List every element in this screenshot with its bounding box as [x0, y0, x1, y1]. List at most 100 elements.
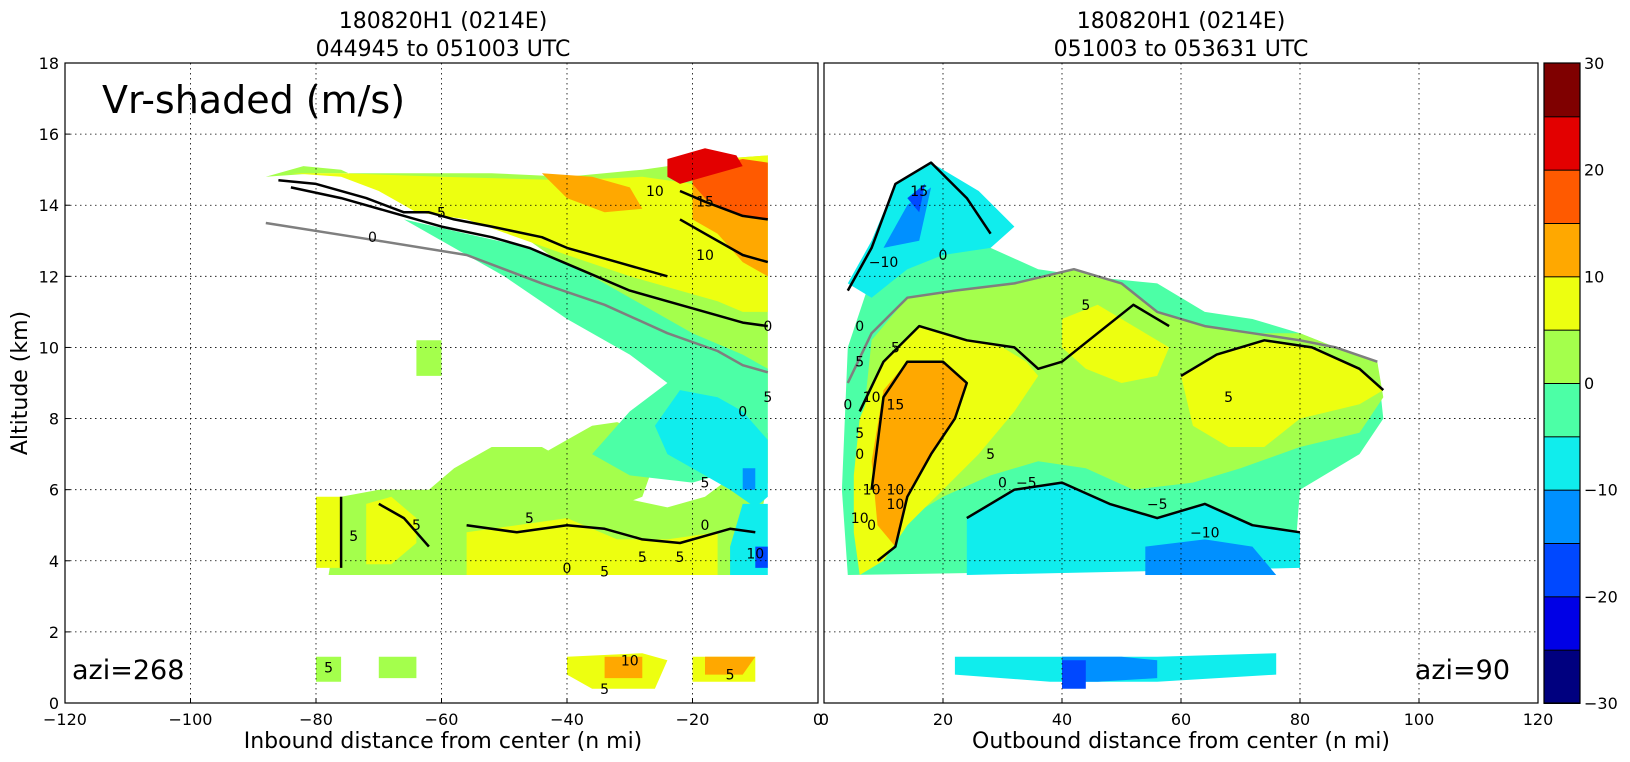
inbound-contours [265, 179, 769, 568]
contour-label: 10 [621, 653, 639, 669]
colorbar-frame [1543, 62, 1581, 704]
contour-line [679, 218, 769, 264]
contour-label: 0 [855, 319, 864, 335]
contour-label: 10 [696, 248, 714, 264]
contour-label: 0 [368, 230, 377, 246]
colorbar-tick-label: 30 [1584, 54, 1604, 73]
contour-label: 5 [701, 476, 710, 492]
velocity-region [907, 183, 926, 213]
x-tick-label: −80 [299, 710, 333, 729]
velocity-region [1062, 304, 1170, 383]
outbound-contours [846, 161, 1385, 562]
contour-label: 15 [696, 195, 714, 211]
colorbar-swatch [1543, 382, 1581, 438]
contour-label: 5 [1081, 298, 1090, 314]
colorbar-tick-label: −30 [1584, 694, 1618, 713]
contour-label: 15 [910, 184, 928, 200]
contour-label: 10 [863, 483, 881, 499]
contour-line [870, 360, 969, 562]
colorbar-tick-label: 10 [1584, 267, 1604, 286]
velocity-region [316, 656, 342, 682]
contour-label: 5 [437, 205, 446, 221]
colorbar-tick-label: 20 [1584, 161, 1604, 180]
y-tick-label: 12 [39, 267, 59, 286]
y-tick-label: 6 [49, 481, 59, 500]
colorbar-swatches [1543, 62, 1581, 704]
contour-label: 0 [738, 404, 747, 420]
contour-line [966, 481, 1301, 534]
inbound-x-axis-label: Inbound distance from center (n mi) [244, 729, 643, 754]
y-tick-label: 14 [39, 196, 59, 215]
colorbar: 30 20 10 0 −10 −20 −30 [1543, 54, 1618, 713]
colorbar-tick-label: −20 [1584, 587, 1618, 606]
contour-label: −10 [869, 255, 899, 271]
outbound-title: 180820H1 (0214E) [1077, 9, 1286, 34]
contour-label: 10 [886, 497, 904, 513]
velocity-region [705, 656, 756, 675]
colorbar-swatch [1543, 435, 1581, 491]
inbound-x-ticks: −120 −100 −80 −60 −40 −20 0 [43, 698, 823, 729]
outbound-x-ticks: 0 20 40 60 80 100 120 [819, 698, 1553, 729]
colorbar-swatch [1543, 595, 1581, 651]
y-tick-label: 4 [49, 552, 59, 571]
colorbar-swatch [1543, 115, 1581, 171]
colorbar-swatch [1543, 489, 1581, 545]
colorbar-swatch [1543, 542, 1581, 598]
velocity-region [692, 183, 768, 277]
inbound-azimuth-label: azi=268 [72, 655, 184, 686]
contour-label: 0 [855, 447, 864, 463]
colorbar-swatch [1543, 169, 1581, 224]
x-tick-label: −100 [169, 710, 213, 729]
velocity-region [667, 148, 743, 184]
inbound-y-axis-label: Altitude (km) [8, 311, 33, 455]
x-tick-label: −20 [676, 710, 710, 729]
outbound-subtitle: 051003 to 053631 UTC [1054, 37, 1309, 62]
velocity-region [1145, 539, 1277, 575]
contour-label: 10 [646, 184, 664, 200]
x-tick-label: 20 [933, 710, 953, 729]
velocity-region [755, 546, 768, 568]
vr-shaded-annotation: Vr-shaded (m/s) [102, 78, 405, 122]
contour-label: −10 [1190, 525, 1220, 541]
contour-line [1180, 339, 1385, 392]
inbound-subtitle: 044945 to 051003 UTC [316, 37, 571, 62]
colorbar-swatch [1543, 222, 1581, 278]
outbound-panel: 180820H1 (0214E) 051003 to 053631 UTC 15… [819, 9, 1553, 754]
contour-label: 5 [600, 564, 609, 580]
contour-label: 5 [763, 390, 772, 406]
colorbar-swatch [1543, 329, 1581, 385]
velocity-region [541, 173, 643, 213]
contour-label: 5 [726, 668, 735, 684]
contour-label: 0 [843, 397, 852, 413]
x-tick-label: −60 [425, 710, 459, 729]
contour-label: 5 [324, 660, 333, 676]
contour-line [846, 267, 1378, 384]
colorbar-tick-label: 0 [1584, 374, 1594, 393]
contour-label: 5 [525, 511, 534, 527]
colorbar-ticks: 30 20 10 0 −10 −20 −30 [1584, 54, 1618, 713]
outbound-grid [824, 63, 1538, 703]
inbound-grid [65, 63, 818, 703]
velocity-region [604, 656, 643, 679]
inbound-title: 180820H1 (0214E) [339, 9, 548, 34]
velocity-region [742, 468, 756, 490]
velocity-region [654, 390, 768, 508]
contour-label: 5 [855, 355, 864, 371]
velocity-region [316, 496, 342, 568]
contour-label: 0 [939, 248, 948, 264]
contour-label: −5 [1016, 476, 1037, 492]
contour-label: 0 [701, 518, 710, 534]
x-tick-label: 0 [813, 710, 823, 729]
velocity-region [847, 162, 1015, 298]
contour-line [278, 179, 668, 278]
x-tick-label: 60 [1171, 710, 1191, 729]
contour-label: 5 [638, 550, 647, 566]
velocity-region [1062, 660, 1086, 689]
contour-label: 10 [746, 547, 764, 563]
contour-label: 15 [886, 397, 904, 413]
contour-line [265, 221, 769, 374]
y-tick-label: 16 [39, 125, 59, 144]
